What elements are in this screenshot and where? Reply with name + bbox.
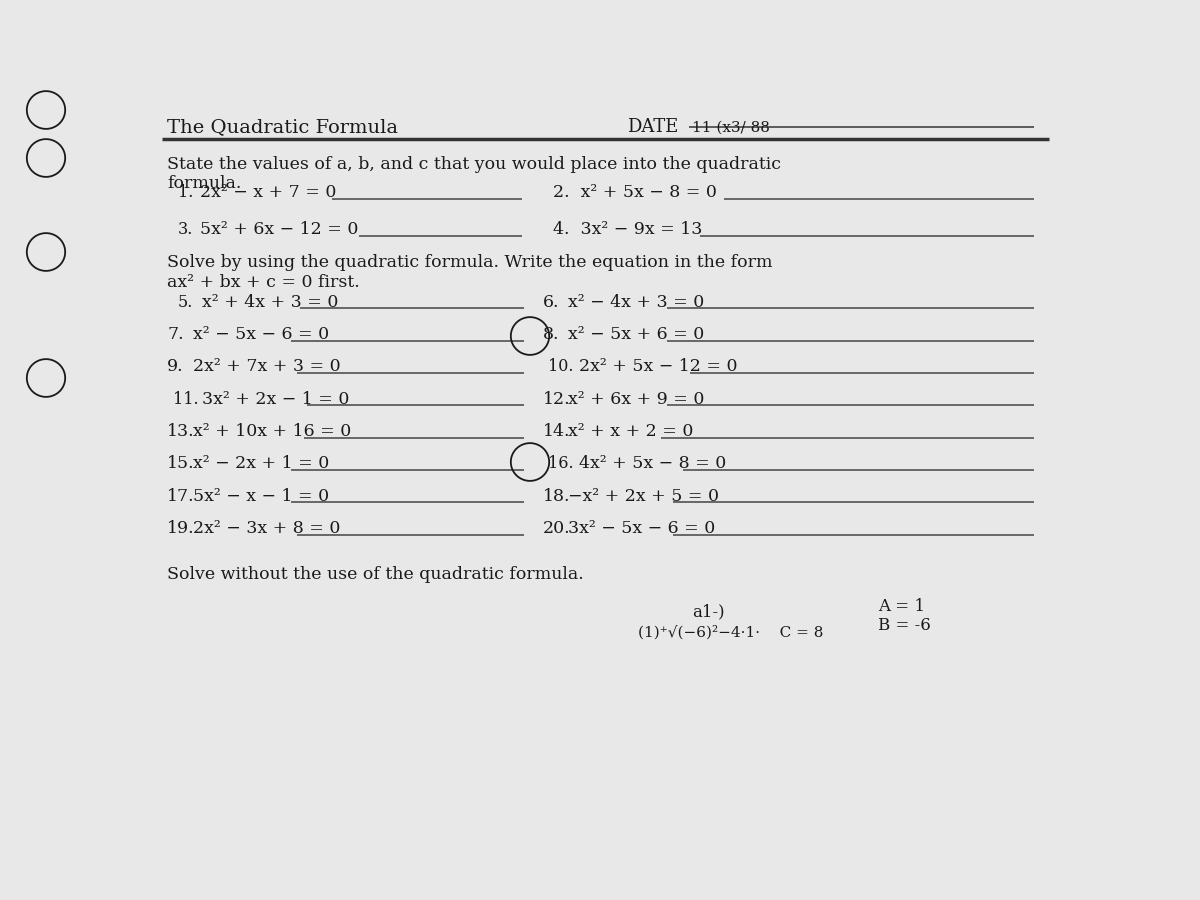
Text: x² + 4x + 3 = 0: x² + 4x + 3 = 0	[202, 293, 338, 310]
Text: 2.  x² + 5x − 8 = 0: 2. x² + 5x − 8 = 0	[553, 184, 716, 202]
Text: A = 1
B = -6: A = 1 B = -6	[878, 598, 931, 634]
Text: 16.: 16.	[548, 455, 574, 472]
Text: Solve by using the quadratic formula. Write the equation in the form
ax² + bx + : Solve by using the quadratic formula. Wr…	[167, 255, 773, 291]
Text: 12.: 12.	[542, 391, 570, 408]
Text: a1-): a1-)	[692, 603, 725, 620]
Text: 2x² + 5x − 12 = 0: 2x² + 5x − 12 = 0	[578, 358, 737, 375]
Text: 5x² − x − 1 = 0: 5x² − x − 1 = 0	[193, 488, 329, 505]
Text: 5.: 5.	[178, 293, 193, 310]
Text: x² − 4x + 3 = 0: x² − 4x + 3 = 0	[569, 293, 704, 310]
Text: 18.: 18.	[542, 488, 570, 505]
Text: 7.: 7.	[167, 326, 184, 343]
Text: 8.: 8.	[542, 326, 559, 343]
Text: 15.: 15.	[167, 455, 194, 472]
Text: 6.: 6.	[542, 293, 559, 310]
Text: 1.: 1.	[178, 184, 193, 202]
Text: 20.: 20.	[542, 520, 570, 537]
Text: x² + x + 2 = 0: x² + x + 2 = 0	[569, 423, 694, 440]
Text: 5x² + 6x − 12 = 0: 5x² + 6x − 12 = 0	[199, 221, 358, 239]
Text: x² − 2x + 1 = 0: x² − 2x + 1 = 0	[193, 455, 329, 472]
Text: DATE: DATE	[626, 118, 678, 136]
Text: State the values of a, b, and c that you would place into the quadratic
formula.: State the values of a, b, and c that you…	[167, 156, 781, 193]
Text: 19.: 19.	[167, 520, 194, 537]
Text: 4.  3x² − 9x = 13: 4. 3x² − 9x = 13	[553, 221, 702, 239]
Text: 13.: 13.	[167, 423, 194, 440]
Text: 14.: 14.	[542, 423, 570, 440]
Text: x² − 5x + 6 = 0: x² − 5x + 6 = 0	[569, 326, 704, 343]
Text: 3x² + 2x − 1 = 0: 3x² + 2x − 1 = 0	[202, 391, 349, 408]
Text: 2x² − 3x + 8 = 0: 2x² − 3x + 8 = 0	[193, 520, 340, 537]
Text: 9.: 9.	[167, 358, 184, 375]
Text: 10.: 10.	[548, 358, 574, 375]
Text: The Quadratic Formula: The Quadratic Formula	[167, 118, 398, 136]
Text: 4x² + 5x − 8 = 0: 4x² + 5x − 8 = 0	[578, 455, 726, 472]
Text: −x² + 2x + 5 = 0: −x² + 2x + 5 = 0	[569, 488, 720, 505]
Text: 11.: 11.	[173, 391, 198, 408]
Text: 2x² + 7x + 3 = 0: 2x² + 7x + 3 = 0	[193, 358, 341, 375]
Text: x² − 5x − 6 = 0: x² − 5x − 6 = 0	[193, 326, 329, 343]
Text: x² + 6x + 9 = 0: x² + 6x + 9 = 0	[569, 391, 704, 408]
Text: (1)⁺√(−6)²−4·1·    C = 8: (1)⁺√(−6)²−4·1· C = 8	[638, 626, 823, 640]
Text: Solve without the use of the quadratic formula.: Solve without the use of the quadratic f…	[167, 566, 583, 583]
Text: 3.: 3.	[178, 221, 193, 239]
Text: 3x² − 5x − 6 = 0: 3x² − 5x − 6 = 0	[569, 520, 715, 537]
Text: 2x² − x + 7 = 0: 2x² − x + 7 = 0	[199, 184, 336, 202]
Text: 17.: 17.	[167, 488, 194, 505]
Text: x² + 10x + 16 = 0: x² + 10x + 16 = 0	[193, 423, 350, 440]
Text: 11 (x3/ 88: 11 (x3/ 88	[692, 121, 770, 134]
